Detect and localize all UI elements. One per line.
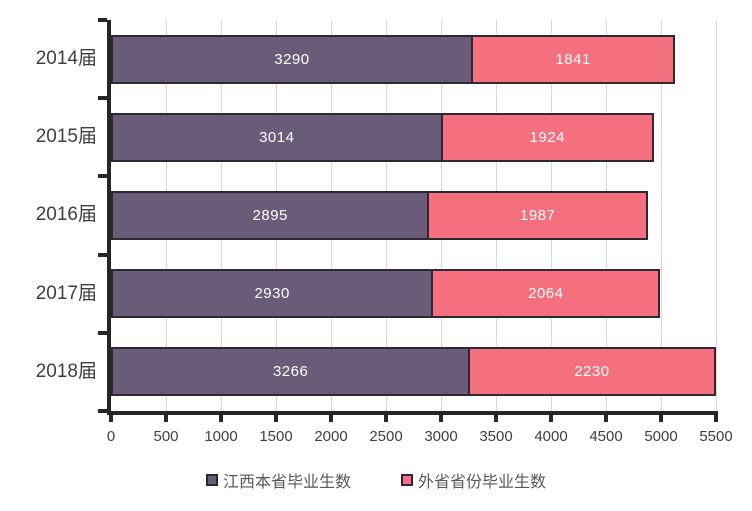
y-axis-label: 2014届 <box>35 48 97 69</box>
bar-segment-other: 2230 <box>468 347 716 397</box>
x-tick-label: 3500 <box>479 428 513 445</box>
bar-value-label: 3290 <box>274 50 310 68</box>
bar-value-label: 3266 <box>272 363 309 381</box>
x-tick-label: 5000 <box>644 428 678 445</box>
gridline <box>715 20 717 411</box>
y-tick <box>98 409 107 413</box>
bar-value-label: 3014 <box>259 128 295 146</box>
bar-segment-local: 2930 <box>111 269 434 319</box>
bar-row: 2930 2064 <box>111 269 716 319</box>
y-axis-line <box>107 20 111 415</box>
y-tick <box>98 18 107 22</box>
legend-label: 外省省份毕业生数 <box>418 472 547 491</box>
bar-segment-other: 2064 <box>431 269 661 319</box>
x-tick-label: 500 <box>153 428 179 445</box>
legend: 江西本省毕业生数 外省省份毕业生数 <box>0 468 752 492</box>
y-tick <box>98 174 107 178</box>
x-tick <box>109 415 113 422</box>
x-tick-label: 2000 <box>314 428 348 445</box>
bar-row: 3290 1841 <box>111 34 716 84</box>
bar-value-label: 2064 <box>528 285 564 303</box>
y-tick <box>98 96 107 100</box>
x-tick-label: 4500 <box>589 428 623 445</box>
x-tick <box>219 415 223 422</box>
y-axis-label: 2015届 <box>35 126 97 148</box>
bar-value-label: 2930 <box>254 285 290 303</box>
x-tick <box>274 415 278 422</box>
gridline <box>660 20 662 411</box>
y-axis-label: 2018届 <box>35 360 97 382</box>
x-tick <box>494 415 498 422</box>
legend-item: 外省省份毕业生数 <box>401 468 546 492</box>
bar-row: 3266 2230 <box>111 347 716 397</box>
x-tick-label: 5500 <box>699 428 733 445</box>
bar-segment-local: 3266 <box>111 347 471 397</box>
bar-segment-other: 1987 <box>427 191 648 240</box>
bar-segment-local: 3290 <box>111 34 473 84</box>
x-tick-label: 3000 <box>424 428 458 445</box>
legend-label: 江西本省毕业生数 <box>222 472 351 491</box>
x-tick-label: 4000 <box>534 428 568 445</box>
x-tick <box>329 415 333 422</box>
x-tick-label: 1500 <box>259 428 293 445</box>
bar-segment-other: 1924 <box>440 112 655 162</box>
y-tick <box>98 331 107 335</box>
bar-row: 3014 1924 <box>111 112 716 162</box>
x-tick <box>714 415 718 422</box>
x-tick <box>659 415 663 422</box>
x-tick <box>439 415 443 422</box>
bar-value-label: 1924 <box>529 128 566 146</box>
x-tick <box>549 415 553 422</box>
bar-segment-local: 2895 <box>111 191 430 240</box>
x-tick-label: 2500 <box>369 428 403 445</box>
bar-segment-other: 1841 <box>470 34 676 84</box>
bar-segment-local: 3014 <box>111 112 443 162</box>
bar-value-label: 2230 <box>574 363 610 381</box>
x-axis-line <box>107 411 718 415</box>
x-tick <box>164 415 168 422</box>
y-axis-label: 2016届 <box>35 204 97 226</box>
x-tick <box>604 415 608 422</box>
bar-value-label: 1841 <box>555 50 591 68</box>
bar-row: 2895 1987 <box>111 191 716 240</box>
x-tick <box>384 415 388 422</box>
x-tick-label: 1000 <box>204 428 238 445</box>
bar-value-label: 1987 <box>520 207 556 224</box>
plot-area: 3290 1841 3014 1924 2895 1987 2930 2064 3266 2230 <box>98 18 718 422</box>
x-tick-label: 0 <box>106 428 116 445</box>
legend-swatch <box>205 474 218 486</box>
y-tick <box>98 253 107 257</box>
legend-swatch <box>401 474 413 486</box>
legend-item: 江西本省毕业生数 <box>205 468 351 492</box>
y-axis-label: 2017届 <box>35 282 97 304</box>
bar-value-label: 2895 <box>252 207 288 224</box>
